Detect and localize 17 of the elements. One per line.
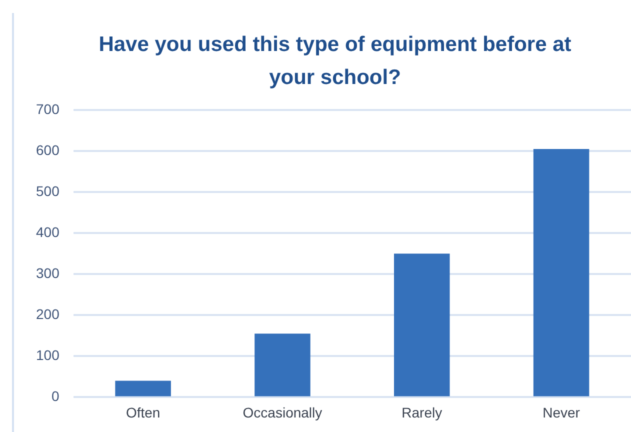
bar bbox=[394, 254, 450, 396]
chart-title: Have you used this type of equipment before at your school? bbox=[98, 32, 572, 91]
y-tick-label: 100 bbox=[36, 347, 60, 364]
y-tick-label: 300 bbox=[36, 264, 60, 281]
bar bbox=[254, 334, 310, 396]
y-tick-label: 0 bbox=[52, 388, 60, 404]
x-tick-label: Never bbox=[542, 404, 580, 420]
y-tick-label: 200 bbox=[36, 306, 60, 322]
y-tick-label: 500 bbox=[36, 182, 60, 199]
bar bbox=[115, 380, 171, 396]
x-tick-label: Rarely bbox=[402, 404, 442, 420]
x-tick-label: Occasionally bbox=[242, 404, 322, 420]
y-tick-label: 600 bbox=[36, 142, 60, 158]
y-tick-label: 400 bbox=[36, 224, 60, 240]
y-tick-label: 700 bbox=[36, 100, 60, 117]
bar bbox=[533, 148, 590, 396]
x-tick-label: Often bbox=[126, 404, 160, 420]
